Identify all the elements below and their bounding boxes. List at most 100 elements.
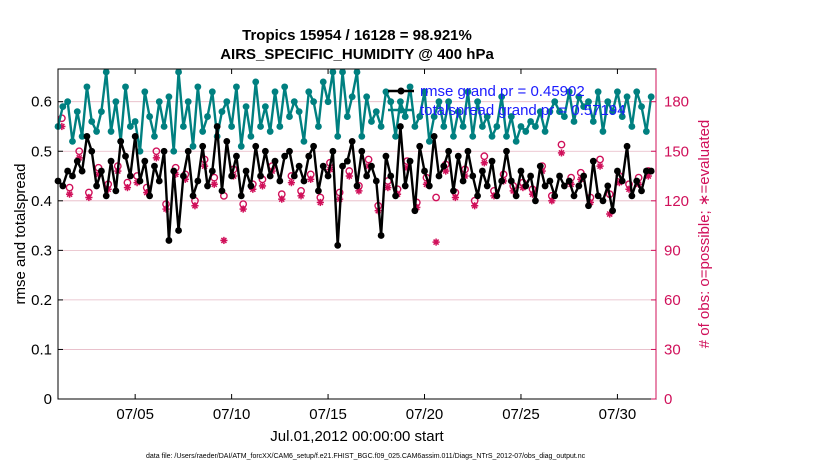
- rmse-point-20: [151, 162, 158, 170]
- obs-evaluated-point-39: [432, 238, 440, 246]
- rmse-point-111: [589, 157, 597, 165]
- rmse-point-6: [83, 132, 91, 140]
- rmse-point-62: [353, 182, 361, 190]
- obs-possible-point-39: [432, 193, 440, 202]
- rmse-point-78: [430, 132, 438, 140]
- rmse-point-31: [204, 182, 211, 190]
- spread-point-112: [594, 88, 602, 96]
- obs-evaluated-point-21: [258, 182, 267, 190]
- spread-point-39: [242, 103, 250, 111]
- spread-point-67: [377, 123, 385, 130]
- spread-point-20: [151, 132, 158, 140]
- rmse-point-14: [122, 152, 129, 160]
- obs-evaluated-point-52: [557, 149, 566, 157]
- y2tick-label-3: 90: [664, 242, 681, 259]
- spread-point-58: [334, 132, 342, 140]
- spread-point-43: [261, 103, 269, 111]
- spread-point-90: [488, 132, 496, 140]
- rmse-point-81: [445, 147, 453, 155]
- spread-point-116: [614, 88, 621, 96]
- obs-possible-point-1: [65, 183, 74, 192]
- spread-point-8: [93, 128, 100, 135]
- ytick-label-0: 0: [44, 391, 52, 408]
- ytick-label-4: 0.4: [31, 193, 52, 210]
- rmse-point-7: [88, 147, 96, 155]
- spread-point-92: [498, 93, 506, 101]
- rmse-point-87: [474, 192, 481, 200]
- rmse-point-77: [425, 182, 433, 190]
- rmse-point-116: [614, 167, 621, 175]
- rmse-point-35: [223, 137, 231, 145]
- y2-axis-label: # of obs: o=possible; ∗=evaluated: [696, 120, 713, 349]
- spread-point-17: [136, 147, 144, 155]
- spread-point-87: [474, 98, 481, 106]
- spread-point-94: [507, 113, 515, 120]
- obs-evaluated-point-7: [123, 183, 132, 192]
- spread-point-79: [435, 98, 443, 106]
- spread-point-51: [300, 137, 308, 145]
- rmse-point-108: [575, 182, 583, 190]
- legend-rmse-marker: [397, 87, 405, 95]
- spread-point-69: [387, 98, 395, 106]
- rmse-point-39: [242, 167, 250, 175]
- obs-evaluated-point-1: [65, 190, 74, 198]
- rmse-point-23: [165, 237, 173, 244]
- rmse-point-15: [126, 172, 134, 180]
- spread-point-23: [165, 93, 173, 101]
- obs-evaluated-point-41: [451, 193, 459, 202]
- spread-point-31: [204, 113, 211, 120]
- obs-evaluated-point-56: [596, 162, 604, 170]
- spread-point-37: [233, 83, 240, 91]
- spread-point-44: [266, 128, 274, 135]
- rmse-point-10: [102, 192, 110, 200]
- rmse-point-104: [556, 172, 563, 180]
- spread-point-110: [585, 98, 592, 106]
- spread-point-111: [589, 118, 597, 125]
- rmse-point-44: [266, 172, 274, 180]
- rmse-point-94: [507, 177, 515, 185]
- rmse-point-2: [64, 167, 72, 175]
- rmse-point-85: [464, 147, 472, 155]
- y2tick-label-4: 120: [664, 193, 689, 210]
- rmse-point-33: [213, 123, 221, 130]
- rmse-point-63: [358, 147, 366, 155]
- rmse-point-70: [392, 192, 399, 200]
- rmse-point-82: [450, 187, 457, 195]
- spread-point-30: [199, 128, 207, 135]
- spread-point-27: [184, 98, 192, 106]
- spread-point-15: [126, 123, 134, 130]
- rmse-point-109: [580, 172, 588, 180]
- rmse-point-34: [218, 187, 226, 195]
- rmse-point-106: [565, 177, 573, 185]
- rmse-point-107: [570, 192, 578, 200]
- y2tick-label-0: 0: [664, 391, 672, 408]
- rmse-point-67: [377, 232, 385, 239]
- spread-point-75: [416, 113, 424, 120]
- rmse-point-92: [498, 177, 506, 185]
- rmse-point-61: [348, 137, 356, 145]
- rmse-point-8: [93, 182, 100, 190]
- rmse-point-49: [290, 172, 298, 180]
- rmse-point-47: [281, 152, 289, 160]
- rmse-point-66: [372, 177, 380, 185]
- spread-point-71: [397, 98, 404, 106]
- spread-point-40: [247, 132, 255, 140]
- tick-layer: 0 0.1 0.2 0.3 0.4 0.5 0.6 0 30 60 90 120 150 180 07/05…: [31, 69, 689, 423]
- rmse-point-99: [532, 197, 539, 205]
- spread-point-86: [469, 132, 477, 140]
- spread-point-97: [522, 128, 530, 135]
- rmse-point-28: [189, 192, 197, 200]
- spread-point-60: [343, 113, 351, 120]
- spread-point-35: [223, 98, 231, 106]
- spread-point-29: [194, 83, 202, 91]
- spread-point-68: [382, 88, 390, 96]
- spread-point-81: [445, 98, 453, 106]
- spread-point-36: [228, 123, 236, 130]
- rmse-point-118: [623, 142, 631, 150]
- rmse-point-21: [155, 177, 163, 185]
- footer-data-file: data file: /Users/raeder/DAI/ATM_forcXX/…: [146, 453, 586, 460]
- obs-possible-point-56: [596, 155, 604, 164]
- obs-evaluated-point-44: [480, 159, 488, 167]
- rmse-point-46: [276, 177, 284, 185]
